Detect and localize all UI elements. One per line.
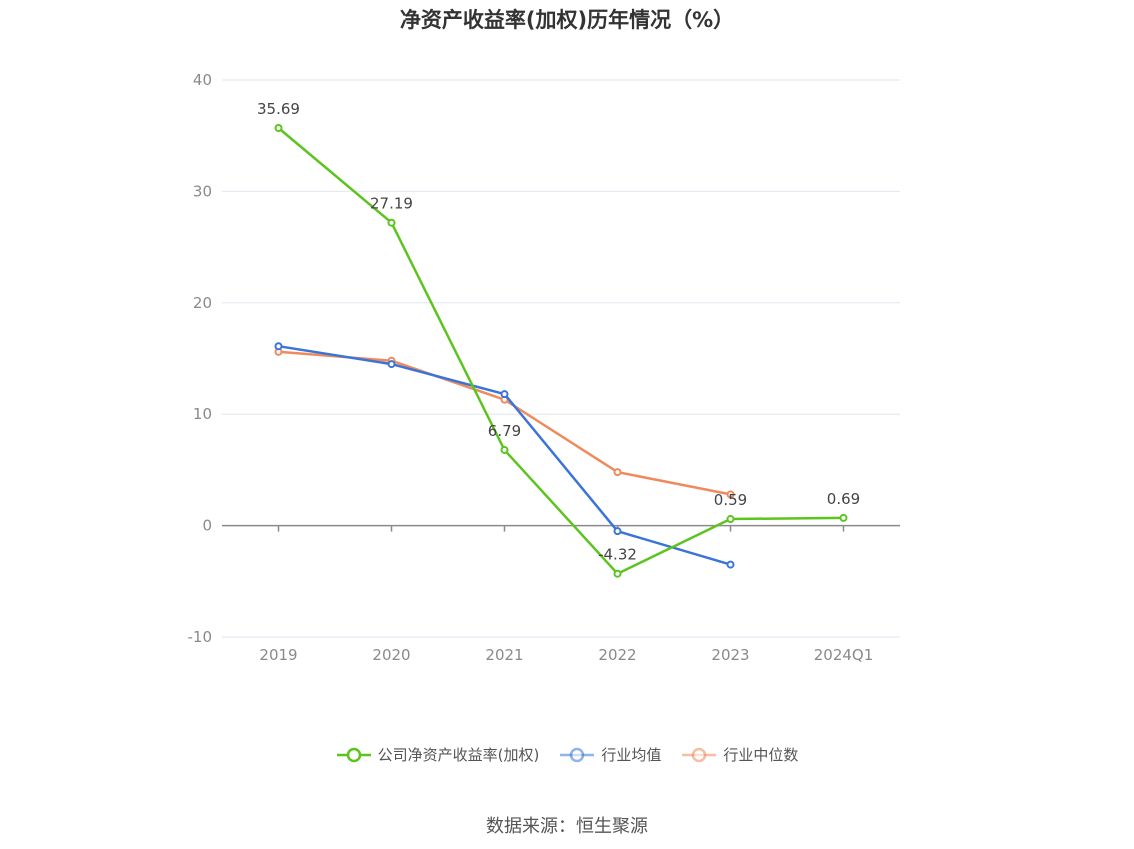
data-label: 0.69 <box>827 490 860 508</box>
legend-item[interactable]: 行业中位数 <box>681 744 798 765</box>
data-point <box>274 124 283 133</box>
data-point <box>500 390 509 399</box>
chart-title: 净资产收益率(加权)历年情况（%） <box>399 8 735 32</box>
legend-swatch-icon <box>336 747 371 762</box>
data-point <box>613 527 622 536</box>
data-point <box>613 468 622 477</box>
data-point <box>839 513 848 522</box>
legend-item[interactable]: 行业均值 <box>559 744 661 765</box>
data-labels: 35.69 27.19 6.79 -4.32 0.59 0.69 <box>257 100 860 564</box>
legend-item[interactable]: 公司净资产收益率(加权) <box>336 744 540 765</box>
data-label: 27.19 <box>370 195 413 213</box>
series-line <box>278 344 731 566</box>
series-line <box>277 127 844 575</box>
data-point <box>387 218 396 227</box>
data-point <box>500 445 509 454</box>
x-tick-label: 2021 <box>485 646 523 664</box>
y-tick-label: 10 <box>193 405 212 423</box>
grid-lines <box>222 79 900 638</box>
data-label: 35.69 <box>257 100 300 118</box>
x-tick-label: 2023 <box>711 646 749 664</box>
data-label: 0.59 <box>714 491 747 509</box>
data-label: -4.32 <box>598 546 637 564</box>
data-point <box>726 515 735 524</box>
x-tick-label: 2020 <box>372 646 410 664</box>
series-lines <box>274 124 848 578</box>
data-point <box>387 360 396 369</box>
y-tick-label: 20 <box>193 294 212 312</box>
data-point <box>613 569 622 578</box>
x-tick-label: 2019 <box>259 646 297 664</box>
legend: 公司净资产收益率(加权) 行业均值 行业中位数 <box>0 744 1134 765</box>
legend-label: 公司净资产收益率(加权) <box>377 746 540 764</box>
legend-swatch-icon <box>682 747 717 762</box>
legend-label: 行业均值 <box>601 746 662 764</box>
source-note: 数据来源：恒生聚源 <box>486 816 648 837</box>
axes: -10 0 10 20 30 40 2019 2020 2021 2022 2023 2024Q1 <box>188 71 900 664</box>
x-tick-label: 2024Q1 <box>814 646 874 664</box>
y-tick-label: 40 <box>193 71 212 89</box>
legend-swatch-icon <box>560 747 595 762</box>
x-tick-label: 2022 <box>598 646 636 664</box>
y-tick-label: -10 <box>188 628 213 646</box>
data-point <box>274 342 283 351</box>
legend-label: 行业中位数 <box>723 746 799 764</box>
data-point <box>726 560 735 569</box>
y-tick-label: 0 <box>202 517 212 535</box>
data-label: 6.79 <box>488 422 521 440</box>
data-point <box>726 490 735 499</box>
y-tick-label: 30 <box>193 182 212 200</box>
